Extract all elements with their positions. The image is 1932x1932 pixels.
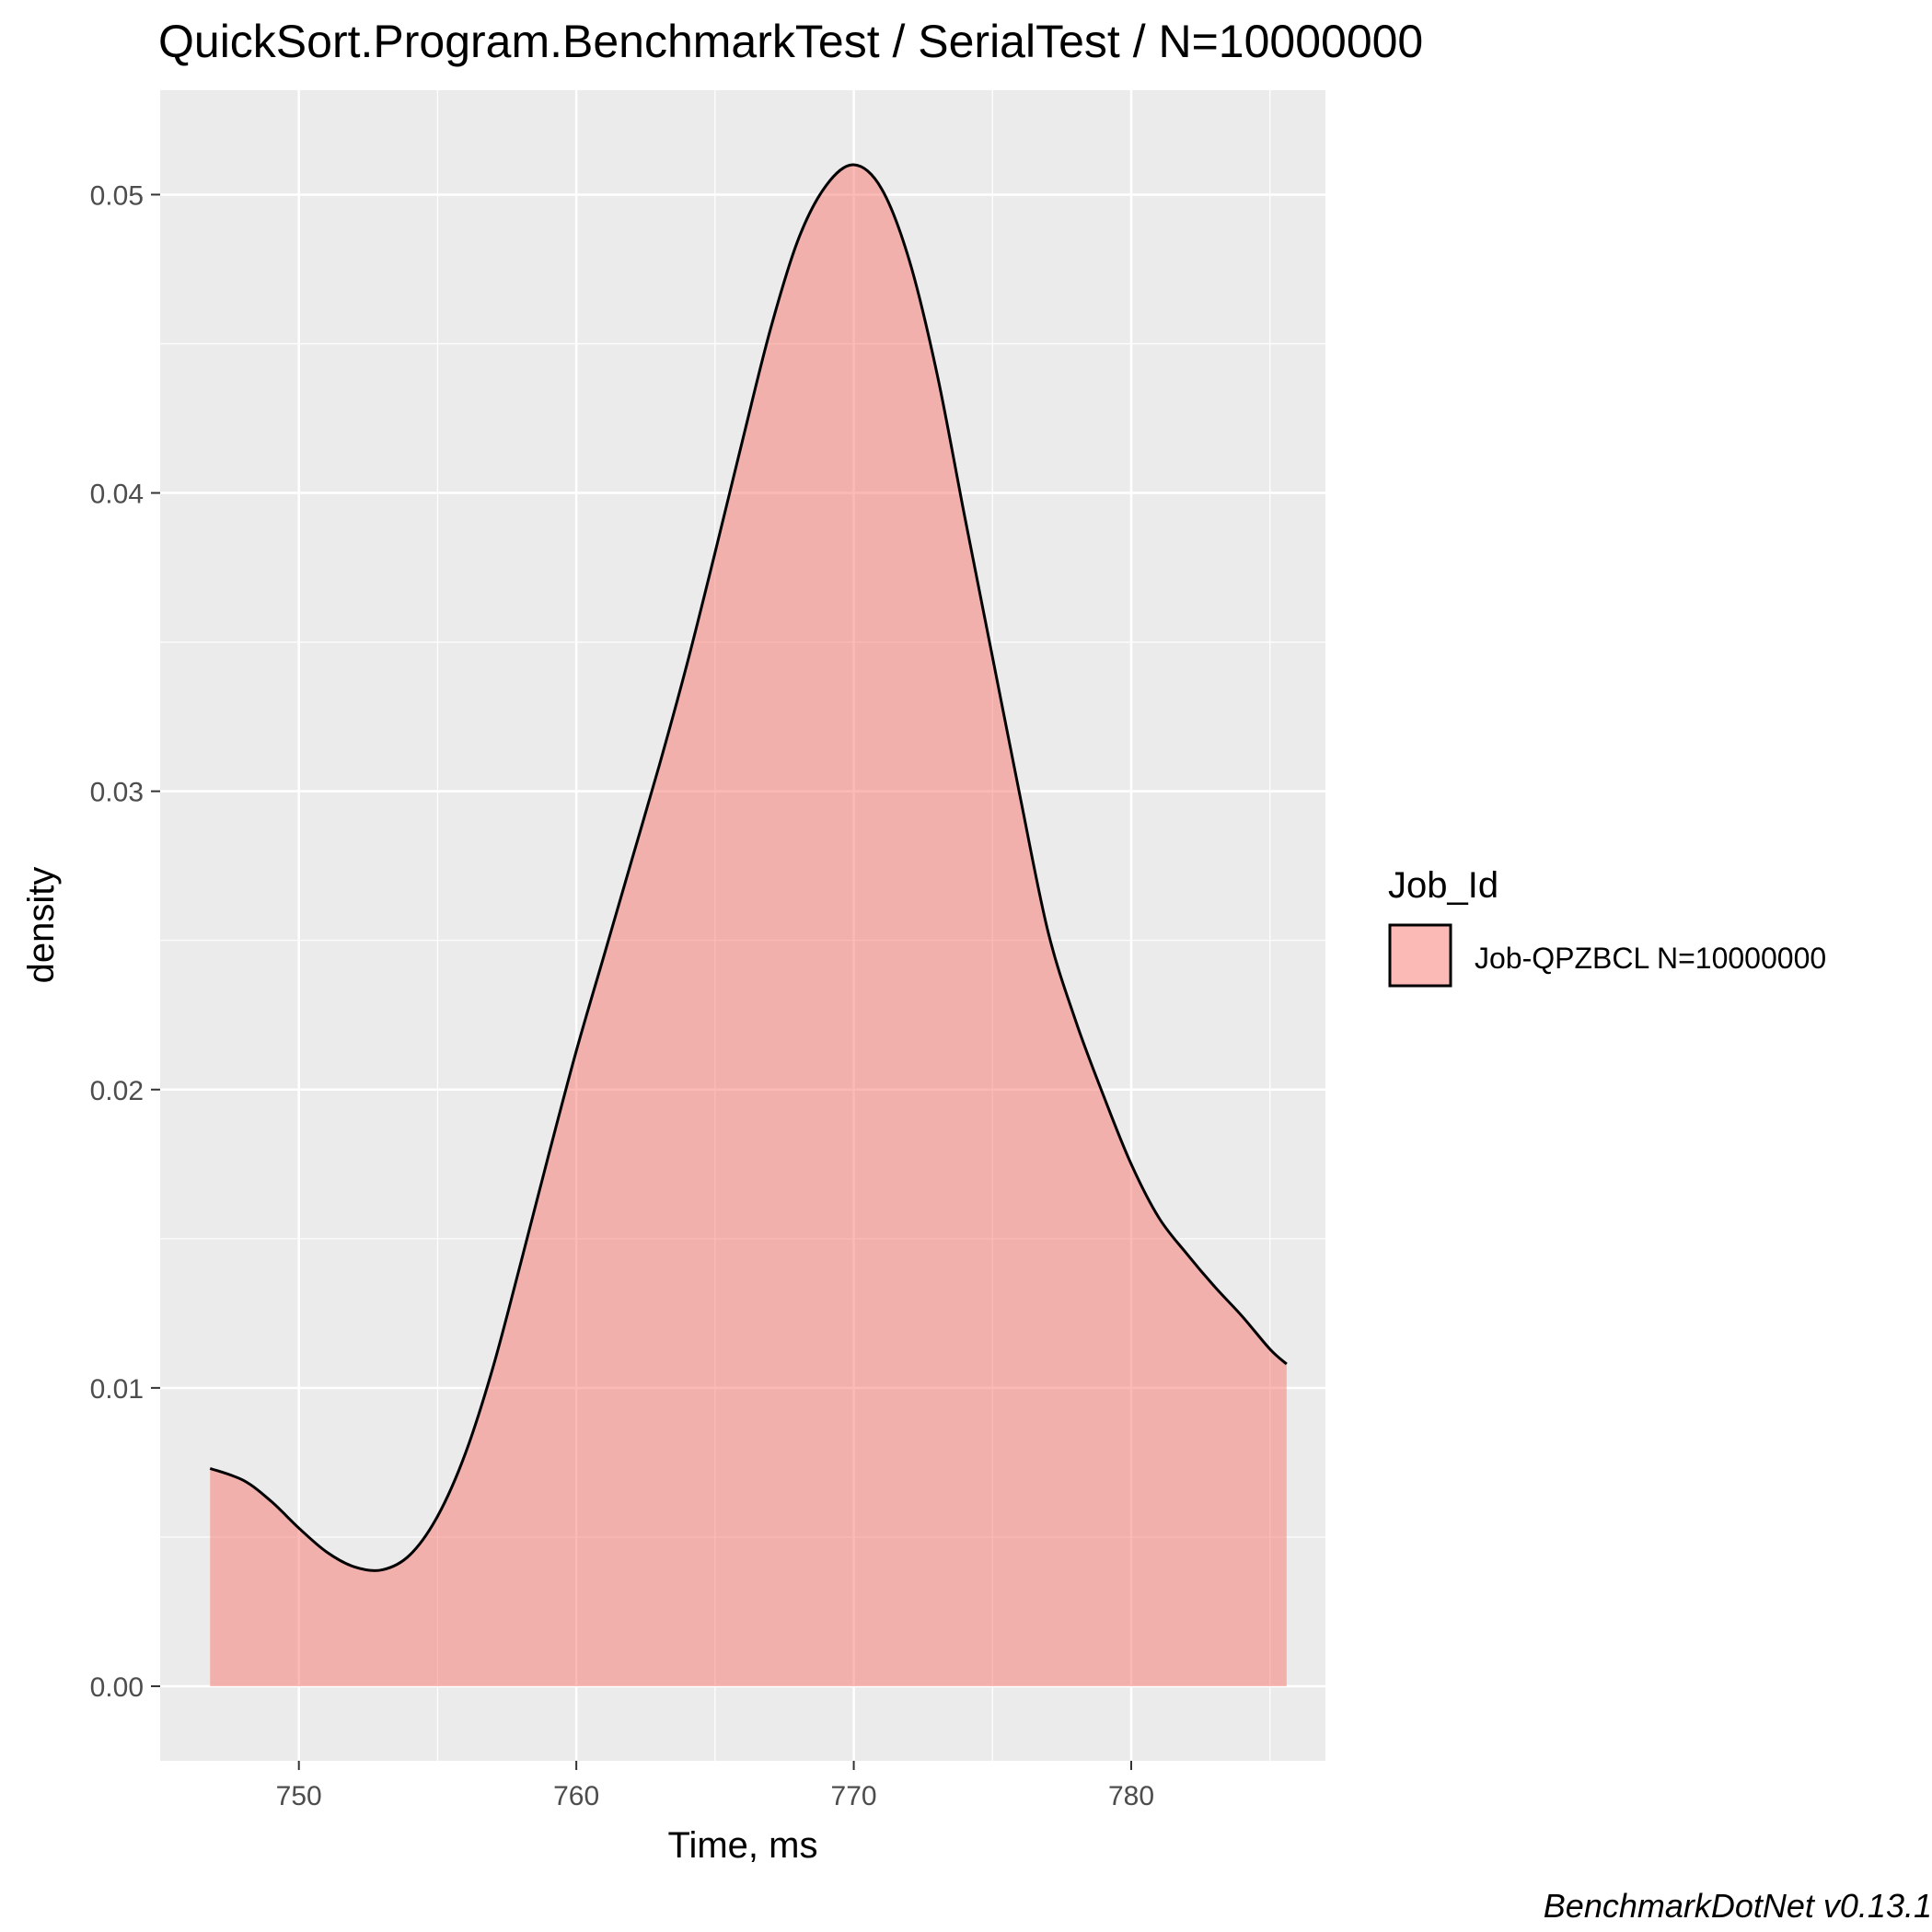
y-tick-label: 0.00 bbox=[90, 1672, 144, 1703]
x-tick-label: 750 bbox=[276, 1781, 322, 1811]
series-layer bbox=[209, 163, 1288, 1686]
legend-key-swatch bbox=[1388, 923, 1452, 988]
legend-entry-label: Job-QPZBCL N=10000000 bbox=[1475, 942, 1826, 975]
x-tick-label: 760 bbox=[553, 1781, 599, 1811]
legend-title: Job_Id bbox=[1388, 865, 1498, 906]
y-tick-label: 0.04 bbox=[90, 480, 144, 510]
legend: Job_Id Job-QPZBCL N=10000000 bbox=[1388, 865, 1826, 988]
y-axis-title: density bbox=[21, 867, 62, 984]
caption: BenchmarkDotNet v0.13.1 bbox=[1544, 1887, 1932, 1925]
y-tick-label: 0.02 bbox=[90, 1076, 144, 1106]
x-tick-label: 770 bbox=[831, 1781, 877, 1811]
x-axis-ticks: 750 760 770 780 bbox=[276, 1761, 1154, 1811]
density-area bbox=[210, 165, 1287, 1686]
y-tick-label: 0.03 bbox=[90, 778, 144, 808]
x-tick-label: 780 bbox=[1108, 1781, 1154, 1811]
x-axis-title: Time, ms bbox=[668, 1825, 818, 1866]
y-tick-label: 0.01 bbox=[90, 1374, 144, 1405]
density-line bbox=[209, 163, 1288, 1572]
chart-title: QuickSort.Program.BenchmarkTest / Serial… bbox=[158, 16, 1423, 67]
y-axis-ticks: 0.00 0.01 0.02 0.03 0.04 0.05 bbox=[90, 180, 160, 1703]
y-tick-label: 0.05 bbox=[90, 180, 144, 211]
